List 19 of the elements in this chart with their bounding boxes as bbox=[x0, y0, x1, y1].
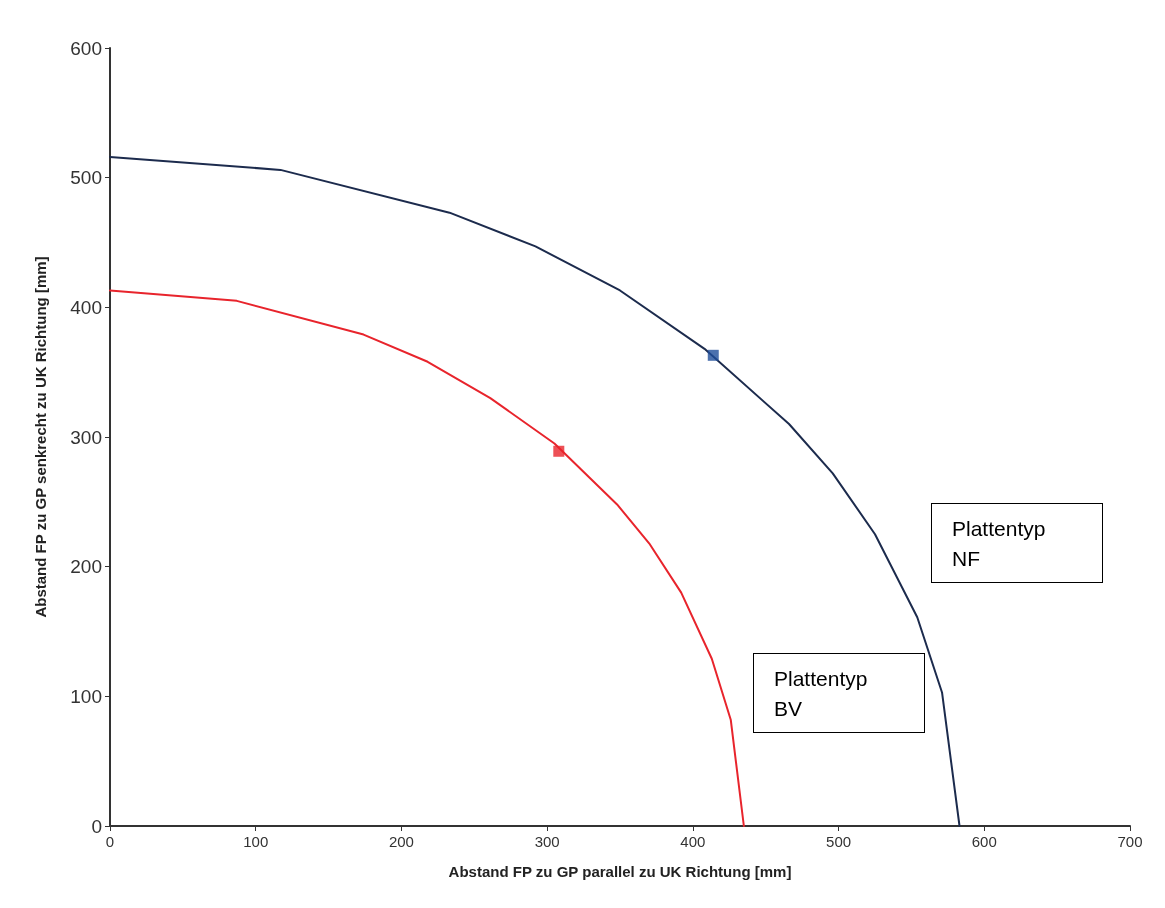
x-tick-label: 0 bbox=[105, 833, 115, 850]
x-tick-label: 500 bbox=[826, 833, 852, 850]
text: Plattentyp NF bbox=[952, 516, 1047, 572]
line-series bbox=[109, 289, 745, 827]
y-tick-label: 200 bbox=[70, 556, 102, 578]
x-tick-label: 600 bbox=[971, 833, 997, 850]
x-tick-label: 400 bbox=[680, 833, 706, 850]
y-tick-label: 400 bbox=[70, 296, 102, 318]
x-axis-title: Abstand FP zu GP parallel zu UK Richtung [mm] bbox=[448, 863, 792, 880]
x-tick-label: 700 bbox=[1117, 833, 1143, 850]
text: Plattentyp BV bbox=[774, 666, 869, 722]
x-tick-label: 300 bbox=[534, 833, 560, 850]
y-tick-label: 600 bbox=[70, 37, 102, 59]
x-tick-label: 200 bbox=[388, 833, 414, 850]
x-tick-label: 100 bbox=[243, 833, 269, 850]
y-tick-label: 300 bbox=[70, 426, 102, 448]
y-tick-label: 100 bbox=[70, 685, 102, 707]
y-axis-title: Abstand FP zu GP senkrecht zu UK Richtung [mm] bbox=[32, 256, 49, 618]
y-tick-label: 500 bbox=[70, 167, 102, 189]
